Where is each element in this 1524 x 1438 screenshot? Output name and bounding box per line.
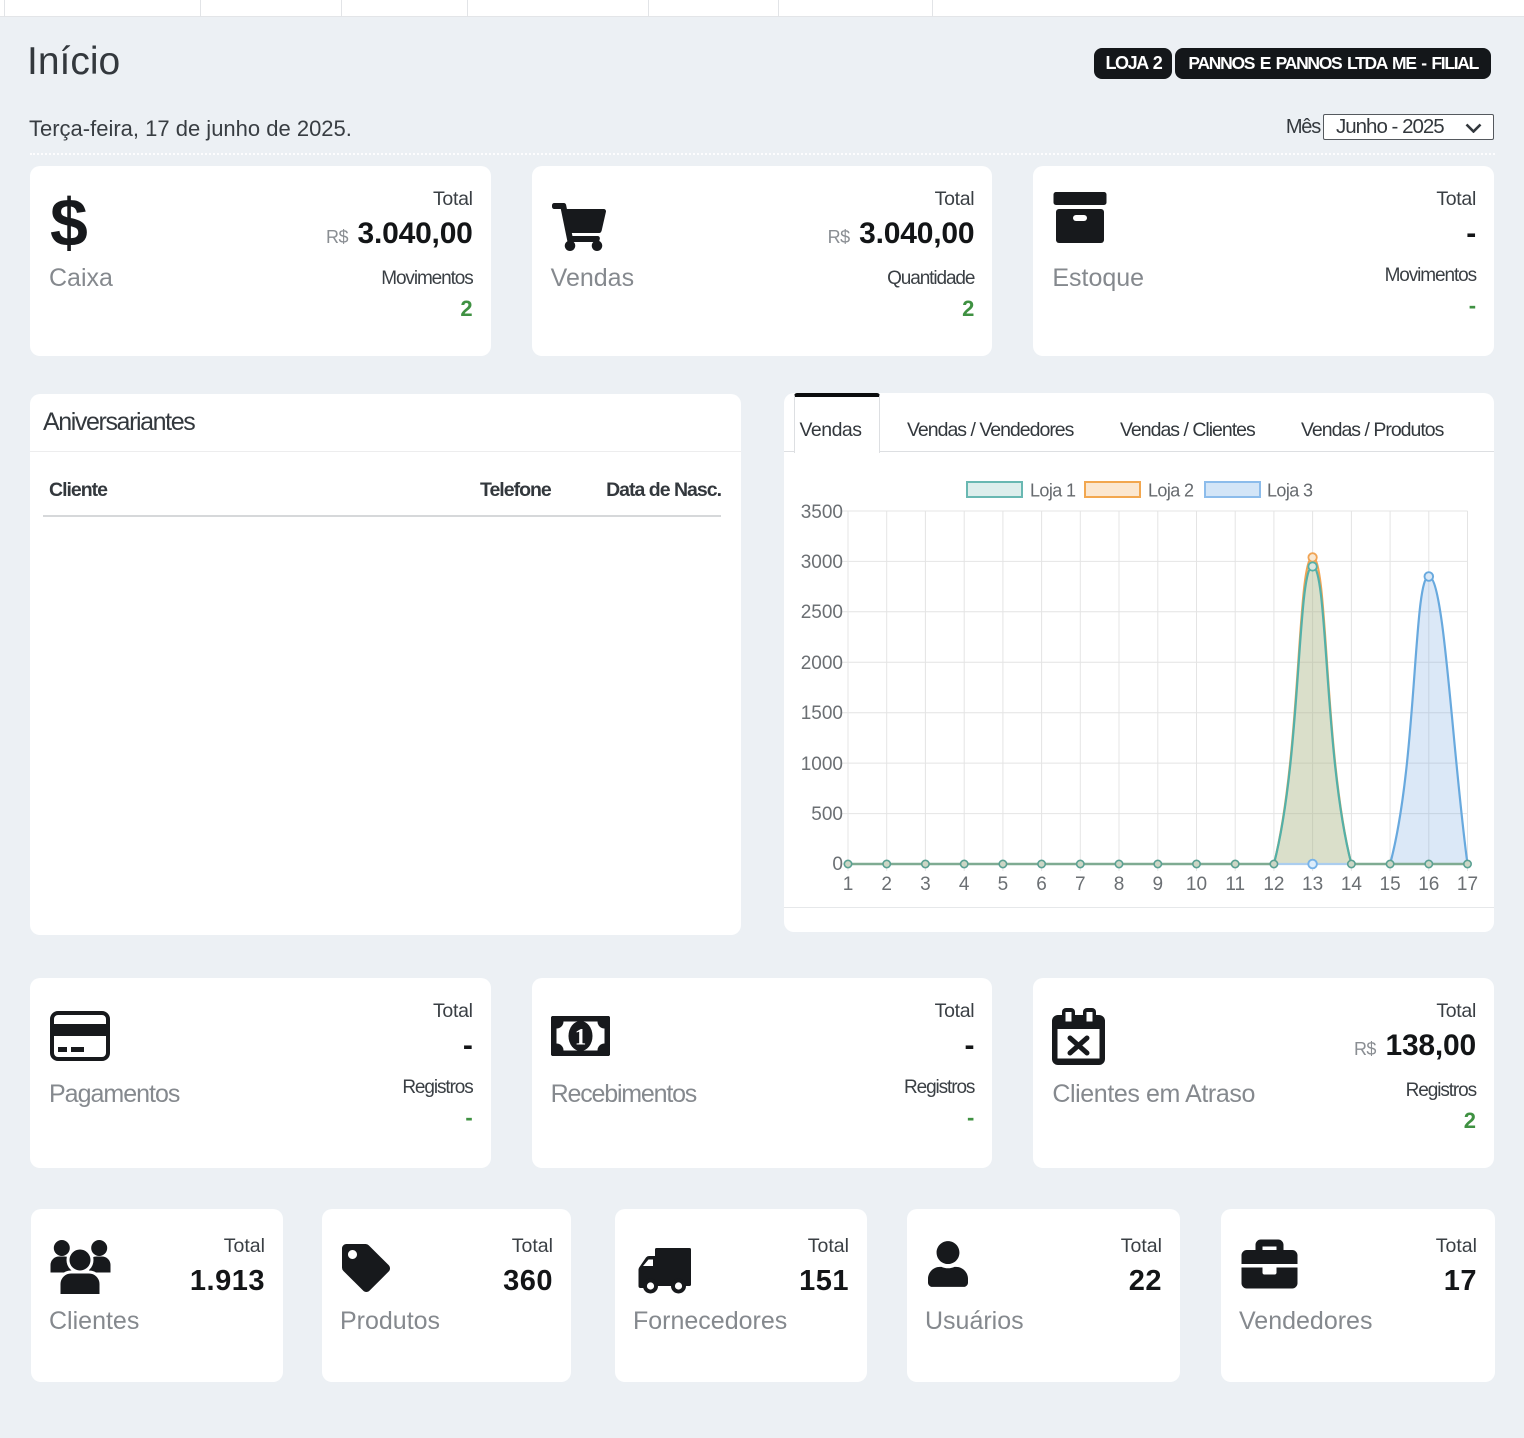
svg-text:1: 1 (574, 1025, 586, 1050)
svg-text:0: 0 (832, 854, 843, 875)
svg-text:16: 16 (1418, 874, 1439, 895)
svg-text:2500: 2500 (801, 602, 843, 623)
svg-text:1: 1 (843, 874, 854, 895)
svg-text:Loja 3: Loja 3 (1267, 481, 1313, 501)
svg-text:1000: 1000 (801, 754, 843, 775)
svg-text:8: 8 (1114, 874, 1125, 895)
svg-text:2000: 2000 (801, 653, 843, 674)
svg-text:12: 12 (1263, 874, 1284, 895)
svg-text:10: 10 (1186, 874, 1207, 895)
svg-text:14: 14 (1341, 874, 1363, 895)
svg-text:13: 13 (1302, 874, 1323, 895)
svg-text:6: 6 (1036, 874, 1047, 895)
svg-text:2: 2 (881, 874, 892, 895)
svg-text:9: 9 (1153, 874, 1164, 895)
svg-text:15: 15 (1380, 874, 1401, 895)
svg-text:17: 17 (1457, 874, 1478, 895)
svg-text:5: 5 (998, 874, 1009, 895)
svg-text:4: 4 (959, 874, 970, 895)
svg-text:11: 11 (1225, 874, 1245, 895)
svg-text:3000: 3000 (801, 552, 843, 573)
svg-text:7: 7 (1075, 874, 1086, 895)
svg-text:3500: 3500 (801, 502, 843, 523)
svg-text:3: 3 (920, 874, 931, 895)
svg-text:1500: 1500 (801, 703, 843, 724)
svg-text:Loja 1: Loja 1 (1030, 481, 1076, 501)
svg-text:500: 500 (811, 804, 843, 825)
svg-text:Loja 2: Loja 2 (1148, 481, 1194, 501)
